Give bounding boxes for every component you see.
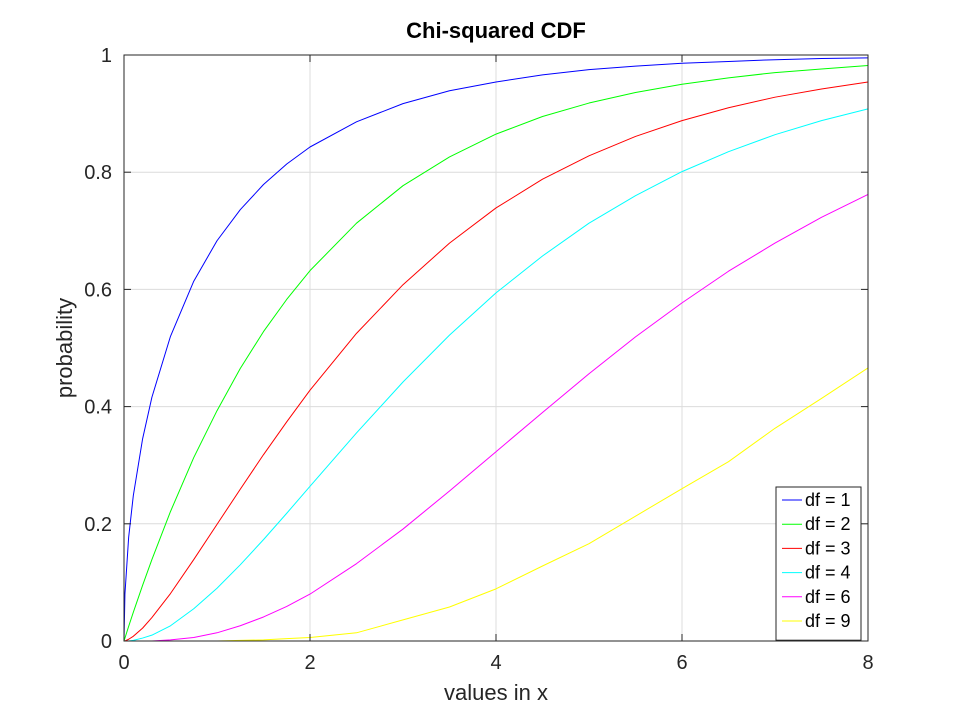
series-line-df-4 — [124, 108, 869, 642]
y-tick-label: 0.2 — [84, 514, 112, 536]
legend: df = 1 df = 2 df = 3 df = 4 df = 6 df = 9 — [775, 486, 862, 641]
y-tick-label: 0.6 — [84, 279, 112, 301]
series-line-df-3 — [124, 81, 869, 642]
y-tick-label: 0 — [101, 631, 112, 653]
y-tick-label: 0.4 — [84, 397, 112, 419]
legend-label: df = 4 — [805, 563, 851, 583]
series-line-df-1 — [123, 57, 869, 642]
x-tick-label: 0 — [118, 652, 129, 674]
legend-label: df = 3 — [805, 538, 851, 558]
y-tick-label: 0.8 — [84, 162, 112, 184]
x-tick-label: 4 — [490, 652, 501, 674]
grid-lines — [124, 55, 868, 641]
legend-label: df = 6 — [805, 587, 851, 607]
chart-title: Chi-squared CDF — [406, 18, 586, 43]
y-axis-label: probability — [52, 298, 77, 398]
legend-label: df = 9 — [805, 611, 851, 631]
y-tick-label: 1 — [101, 45, 112, 67]
legend-label: df = 2 — [805, 514, 851, 534]
x-axis-label: values in x — [444, 680, 548, 705]
series-line-df-2 — [123, 65, 869, 642]
x-tick-label: 8 — [862, 652, 873, 674]
x-tick-label: 6 — [676, 652, 687, 674]
x-tick-label: 2 — [304, 652, 315, 674]
legend-box — [775, 486, 862, 641]
axis-ticks: 0 2 4 6 8 0 0.2 0.4 0.6 0.8 1 — [84, 45, 873, 674]
legend-label: df = 1 — [805, 490, 851, 510]
